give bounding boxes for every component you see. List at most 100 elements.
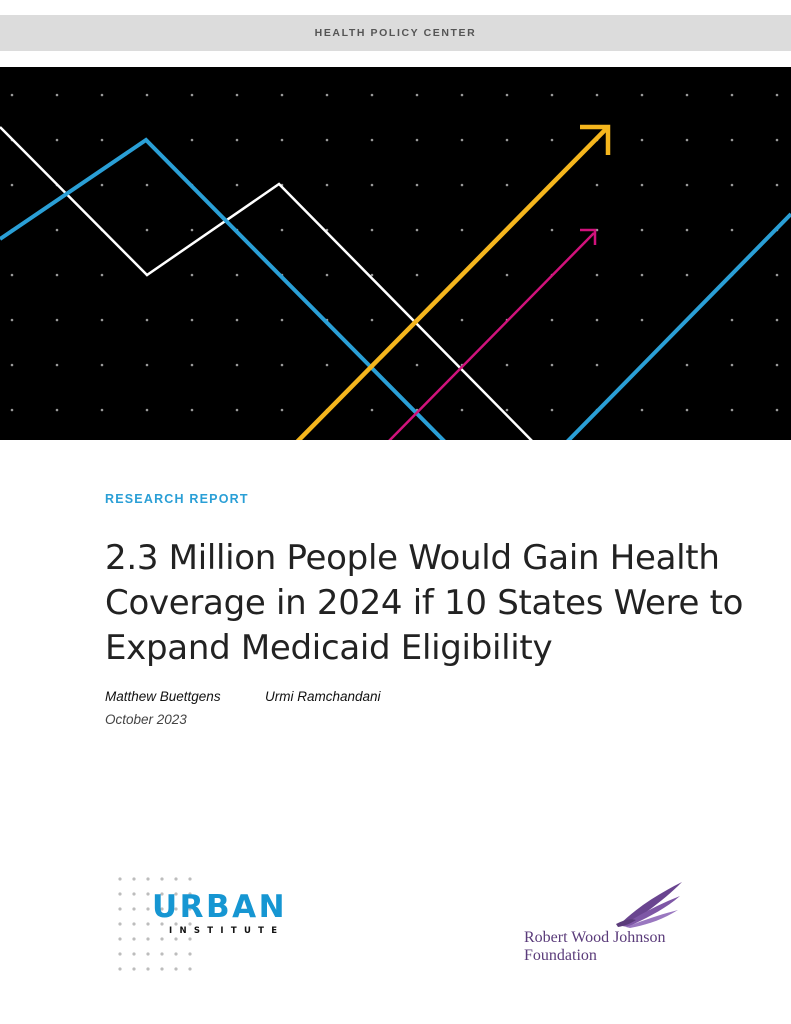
grid-dot	[190, 228, 194, 232]
grid-dot	[190, 138, 194, 142]
title-line: Expand Medicaid Eligibility	[105, 628, 553, 668]
grid-dot	[505, 408, 509, 412]
grid-dot	[415, 93, 419, 97]
grid-dot	[145, 318, 149, 322]
grid-dot	[685, 93, 689, 97]
grid-dot	[190, 273, 194, 277]
yellow-arrow-line	[295, 127, 608, 440]
grid-dot	[370, 183, 374, 187]
grid-dot	[235, 183, 239, 187]
logo-dot	[132, 877, 136, 881]
logo-dot	[160, 952, 164, 956]
blue-zigzag-line	[0, 137, 446, 440]
logo-dot	[160, 892, 164, 896]
rwjf-wordmark: Robert Wood Johnson Foundation	[524, 929, 666, 965]
grid-dot	[370, 408, 374, 412]
white-zigzag-line	[0, 126, 533, 440]
logo-dot	[118, 952, 122, 956]
grid-dot	[235, 93, 239, 97]
grid-dot	[730, 138, 734, 142]
grid-dot	[505, 183, 509, 187]
logo-dot	[118, 877, 122, 881]
grid-dot	[55, 228, 59, 232]
grid-dot	[100, 363, 104, 367]
grid-dot	[730, 408, 734, 412]
urban-institute-logo: URBAN INSTITUTE	[112, 872, 292, 976]
logo-dot	[146, 922, 150, 926]
yellow-arrow-head-icon	[580, 124, 611, 155]
grid-dot	[100, 318, 104, 322]
logo-dot	[188, 907, 192, 911]
grid-dot	[415, 228, 419, 232]
grid-dot	[55, 408, 59, 412]
grid-dot	[505, 93, 509, 97]
grid-dot	[10, 408, 14, 412]
logo-dot	[174, 967, 178, 971]
logo-dot	[188, 937, 192, 941]
grid-dot	[415, 273, 419, 277]
grid-dot	[640, 183, 644, 187]
author-name: Matthew Buettgens	[105, 689, 221, 704]
cover-illustration	[0, 67, 791, 440]
title-line: Coverage in 2024 if 10 States Were to	[105, 583, 744, 623]
grid-dot	[685, 273, 689, 277]
grid-dot	[100, 138, 104, 142]
grid-dot	[145, 228, 149, 232]
grid-dot	[550, 93, 554, 97]
logo-dot	[188, 922, 192, 926]
grid-dot	[370, 318, 374, 322]
grid-dot	[100, 183, 104, 187]
logo-dot	[174, 907, 178, 911]
grid-dot	[640, 93, 644, 97]
grid-dot	[460, 183, 464, 187]
grid-dot	[55, 318, 59, 322]
grid-dot	[730, 93, 734, 97]
logo-dot	[160, 937, 164, 941]
logo-dot	[146, 937, 150, 941]
grid-dot	[280, 138, 284, 142]
logo-dot	[160, 877, 164, 881]
report-title: 2.3 Million People Would Gain Health Cov…	[105, 536, 755, 671]
grid-dot	[235, 138, 239, 142]
grid-dot	[325, 183, 329, 187]
grid-dot	[145, 408, 149, 412]
publication-date: October 2023	[105, 712, 187, 727]
logo-dot	[132, 907, 136, 911]
grid-dot	[595, 228, 599, 232]
logo-dot	[132, 937, 136, 941]
grid-dot	[775, 363, 779, 367]
grid-dot	[775, 93, 779, 97]
logo-dot	[174, 877, 178, 881]
grid-dot	[370, 93, 374, 97]
report-type-label: RESEARCH REPORT	[105, 492, 249, 506]
grid-dot	[640, 138, 644, 142]
grid-dot	[325, 93, 329, 97]
grid-dot	[145, 183, 149, 187]
grid-dot	[415, 363, 419, 367]
rwjf-wings-icon	[616, 882, 682, 928]
grid-dot	[370, 273, 374, 277]
blue-rising-line	[566, 212, 791, 440]
grid-dot	[595, 318, 599, 322]
logo-dot-pattern	[118, 877, 192, 971]
grid-dot	[640, 228, 644, 232]
grid-dot	[505, 138, 509, 142]
grid-dot	[505, 363, 509, 367]
institute-wordmark: INSTITUTE	[169, 926, 285, 936]
logo-dot	[160, 907, 164, 911]
logo-dot	[188, 967, 192, 971]
grid-dot	[145, 93, 149, 97]
logo-dot	[174, 922, 178, 926]
grid-dot	[775, 273, 779, 277]
grid-dot	[100, 93, 104, 97]
grid-dot	[460, 228, 464, 232]
grid-dot	[55, 93, 59, 97]
grid-dot	[550, 138, 554, 142]
logo-dot	[146, 877, 150, 881]
grid-dot	[235, 363, 239, 367]
grid-dot	[460, 318, 464, 322]
logo-dot	[188, 892, 192, 896]
grid-dot	[595, 273, 599, 277]
grid-dot	[100, 273, 104, 277]
magenta-arrow-line	[388, 232, 595, 440]
